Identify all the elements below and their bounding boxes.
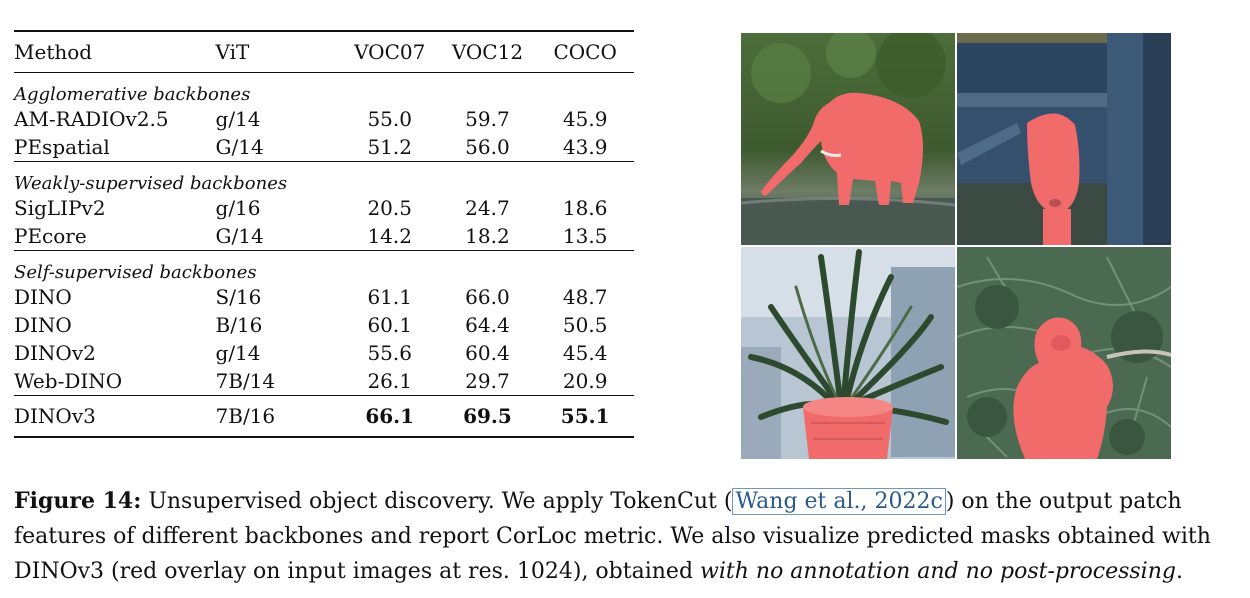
- citation-link[interactable]: Wang et al., 2022c: [732, 488, 946, 515]
- cell-voc07: 55.0: [367, 107, 412, 131]
- cell-vit: 7B/16: [215, 404, 276, 428]
- figure-caption: Figure 14: Unsupervised object discovery…: [14, 484, 1226, 589]
- header-vit: ViT: [215, 40, 250, 64]
- cell-method: Web-DINO: [14, 369, 123, 393]
- cell-coco: 13.5: [562, 224, 608, 248]
- cell-vit: B/16: [215, 313, 263, 337]
- cell-method: AM-RADIOv2.5: [14, 107, 169, 131]
- cell-coco: 45.4: [562, 341, 608, 365]
- cell-voc07: 66.1: [365, 404, 415, 428]
- cell-vit: G/14: [215, 224, 264, 248]
- elephant-mask-image: [741, 33, 955, 245]
- cell-method: PEspatial: [14, 135, 110, 159]
- cell-method: DINOv3: [14, 404, 96, 428]
- goat-mask-image: [957, 33, 1171, 245]
- monkey-mask-image: [957, 247, 1171, 459]
- cell-voc12: 24.7: [465, 196, 510, 220]
- table-row: PEcore G/14 14.2 18.2 13.5: [14, 222, 634, 251]
- cell-coco: 50.5: [562, 313, 608, 337]
- caption-italic: with no annotation and no post-processin…: [700, 559, 1176, 584]
- cell-voc07: 61.1: [367, 285, 412, 309]
- group-title: Self-supervised backbones: [14, 262, 257, 283]
- table-row: Web-DINO 7B/14 26.1 29.7 20.9: [14, 367, 634, 396]
- cell-voc07: 60.1: [367, 313, 412, 337]
- table-row-dinov3: DINOv3 7B/16 66.1 69.5 55.1: [14, 396, 634, 438]
- group-self-supervised: Self-supervised backbones DINO S/16 61.1…: [14, 251, 634, 396]
- cell-method: PEcore: [14, 224, 87, 248]
- cell-voc07: 14.2: [367, 224, 412, 248]
- results-table: Method ViT VOC07 VOC12 COCO Agglomerativ…: [14, 30, 634, 438]
- group-title: Agglomerative backbones: [14, 84, 251, 105]
- cell-coco: 55.1: [560, 404, 610, 428]
- table-row: DINOv2 g/14 55.6 60.4 45.4: [14, 339, 634, 367]
- cell-voc12: 59.7: [465, 107, 510, 131]
- figure-label: Figure 14:: [14, 488, 142, 514]
- cell-voc12: 56.0: [465, 135, 510, 159]
- group-weakly-supervised: Weakly-supervised backbones SigLIPv2 g/1…: [14, 162, 634, 251]
- table-row: DINO B/16 60.1 64.4 50.5: [14, 311, 634, 339]
- header-voc12: VOC12: [451, 40, 524, 64]
- table-row: PEspatial G/14 51.2 56.0 43.9: [14, 133, 634, 162]
- potted-plant-mask-image: [741, 247, 955, 459]
- caption-text-1: Unsupervised object discovery. We apply …: [141, 489, 733, 514]
- cell-coco: 45.9: [562, 107, 608, 131]
- cell-vit: g/14: [215, 341, 261, 365]
- cell-method: SigLIPv2: [14, 196, 106, 220]
- cell-voc12: 60.4: [465, 341, 510, 365]
- cell-voc12: 66.0: [465, 285, 510, 309]
- cell-method: DINOv2: [14, 341, 96, 365]
- group-agglomerative: Agglomerative backbones AM-RADIOv2.5 g/1…: [14, 73, 634, 162]
- header-coco: COCO: [553, 40, 617, 64]
- mask-visualization-grid: [741, 33, 1171, 461]
- table-row: DINO S/16 61.1 66.0 48.7: [14, 283, 634, 311]
- header-method: Method: [14, 40, 93, 64]
- cell-voc07: 20.5: [367, 196, 412, 220]
- cell-voc07: 51.2: [367, 135, 412, 159]
- table-row: SigLIPv2 g/16 20.5 24.7 18.6: [14, 194, 634, 222]
- cell-voc12: 18.2: [465, 224, 510, 248]
- cell-method: DINO: [14, 313, 72, 337]
- cell-coco: 18.6: [562, 196, 608, 220]
- cell-vit: g/14: [215, 107, 261, 131]
- cell-voc07: 55.6: [367, 341, 412, 365]
- caption-text-2: ) on the output patch features of differ…: [14, 489, 1211, 584]
- cell-vit: G/14: [215, 135, 264, 159]
- cell-method: DINO: [14, 285, 72, 309]
- header-voc07: VOC07: [354, 40, 426, 64]
- cell-coco: 20.9: [562, 369, 608, 393]
- cell-vit: g/16: [215, 196, 261, 220]
- group-ours: DINOv3 7B/16 66.1 69.5 55.1: [14, 396, 634, 438]
- table-row: AM-RADIOv2.5 g/14 55.0 59.7 45.9: [14, 105, 634, 133]
- cell-vit: S/16: [215, 285, 262, 309]
- cell-vit: 7B/14: [215, 369, 276, 393]
- cell-coco: 48.7: [562, 285, 608, 309]
- group-title: Weakly-supervised backbones: [14, 173, 288, 194]
- cell-voc12: 69.5: [463, 404, 512, 428]
- cell-voc07: 26.1: [367, 369, 412, 393]
- table-header-row: Method ViT VOC07 VOC12 COCO: [14, 31, 634, 73]
- cell-coco: 43.9: [562, 135, 608, 159]
- caption-end: .: [1175, 559, 1183, 584]
- cell-voc12: 29.7: [465, 369, 510, 393]
- cell-voc12: 64.4: [465, 313, 510, 337]
